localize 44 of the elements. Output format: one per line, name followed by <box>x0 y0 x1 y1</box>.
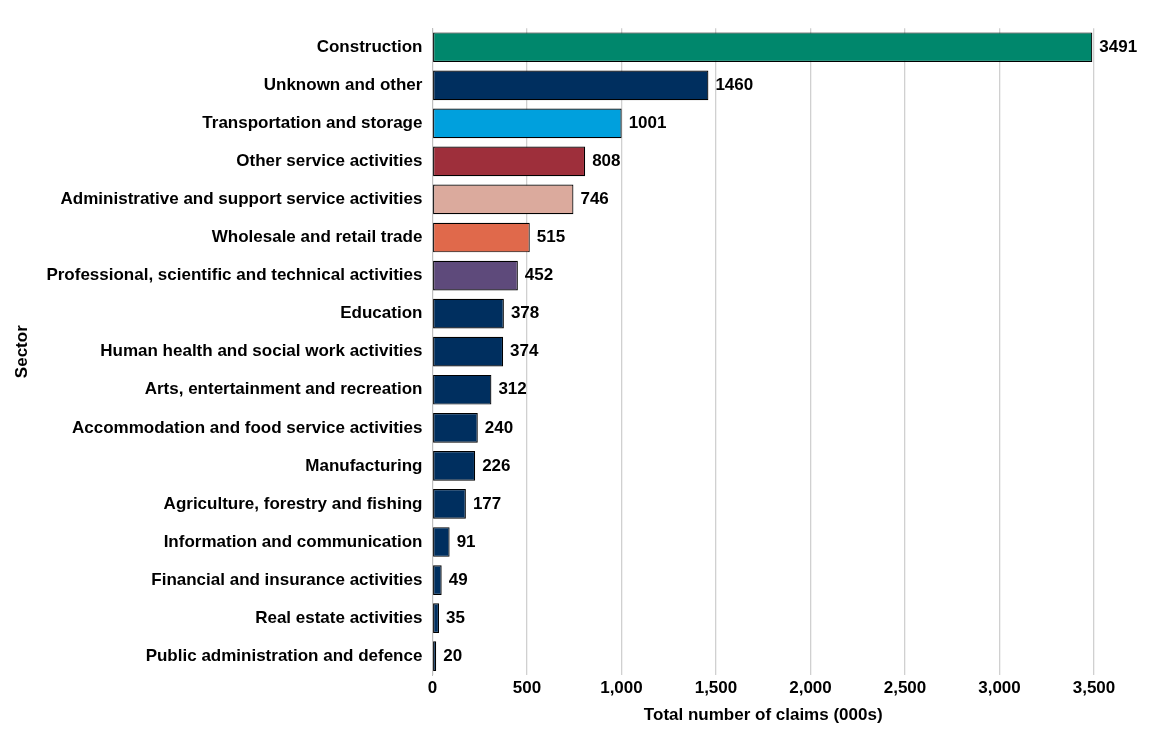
x-tick-label: 2,000 <box>789 678 832 698</box>
y-tick-label: Real estate activities <box>255 607 423 627</box>
x-tick-label: 0 <box>427 678 438 698</box>
data-label: 808 <box>592 151 621 171</box>
x-tick-label: 1,500 <box>694 678 738 698</box>
data-label: 49 <box>448 569 468 589</box>
y-tick-label: Transportation and storage <box>202 113 423 133</box>
x-tick-label: 500 <box>512 678 542 698</box>
y-tick-label: Professional, scientific and technical activities <box>46 265 423 285</box>
y-tick-label: Human health and social work activities <box>100 341 423 361</box>
y-tick-label: Agriculture, forestry and fishing <box>163 493 423 513</box>
x-tick-label: 2,500 <box>883 678 927 698</box>
y-tick-label: Arts, entertainment and recreation <box>144 379 423 399</box>
data-label: 312 <box>498 379 527 399</box>
x-axis-title: Total number of claims (000s) <box>643 705 883 725</box>
y-tick-label: Information and communication <box>163 531 423 551</box>
x-tick-label: 3,500 <box>1072 678 1116 698</box>
data-label: 452 <box>524 265 554 285</box>
data-label: 378 <box>510 303 540 323</box>
data-label: 20 <box>443 645 463 665</box>
y-tick-label: Manufacturing <box>305 455 423 475</box>
data-label: 374 <box>510 341 540 361</box>
y-tick-label: Unknown and other <box>263 74 423 94</box>
data-label: 3491 <box>1099 36 1138 56</box>
y-tick-label: Construction <box>316 36 423 56</box>
data-label: 515 <box>536 227 566 247</box>
y-tick-label: Administrative and support service activities <box>60 189 423 209</box>
y-tick-label: Accommodation and food service activities <box>71 417 423 437</box>
data-label: 35 <box>446 607 465 627</box>
data-label: 746 <box>580 189 609 209</box>
y-tick-label: Other service activities <box>236 151 423 171</box>
data-label: 1460 <box>715 74 754 94</box>
data-label: 1001 <box>628 113 667 133</box>
data-label: 240 <box>484 417 514 437</box>
y-tick-label: Public administration and defence <box>145 645 423 665</box>
data-label: 226 <box>482 455 511 475</box>
x-tick-label: 1,000 <box>600 678 643 698</box>
y-tick-label: Education <box>340 303 423 323</box>
data-label: 177 <box>472 493 502 513</box>
y-tick-label: Wholesale and retail trade <box>211 227 423 247</box>
data-label: 91 <box>456 531 476 551</box>
x-tick-label: 3,000 <box>978 678 1021 698</box>
y-tick-label: Financial and insurance activities <box>151 569 423 589</box>
y-axis-title: Sector <box>11 324 31 379</box>
